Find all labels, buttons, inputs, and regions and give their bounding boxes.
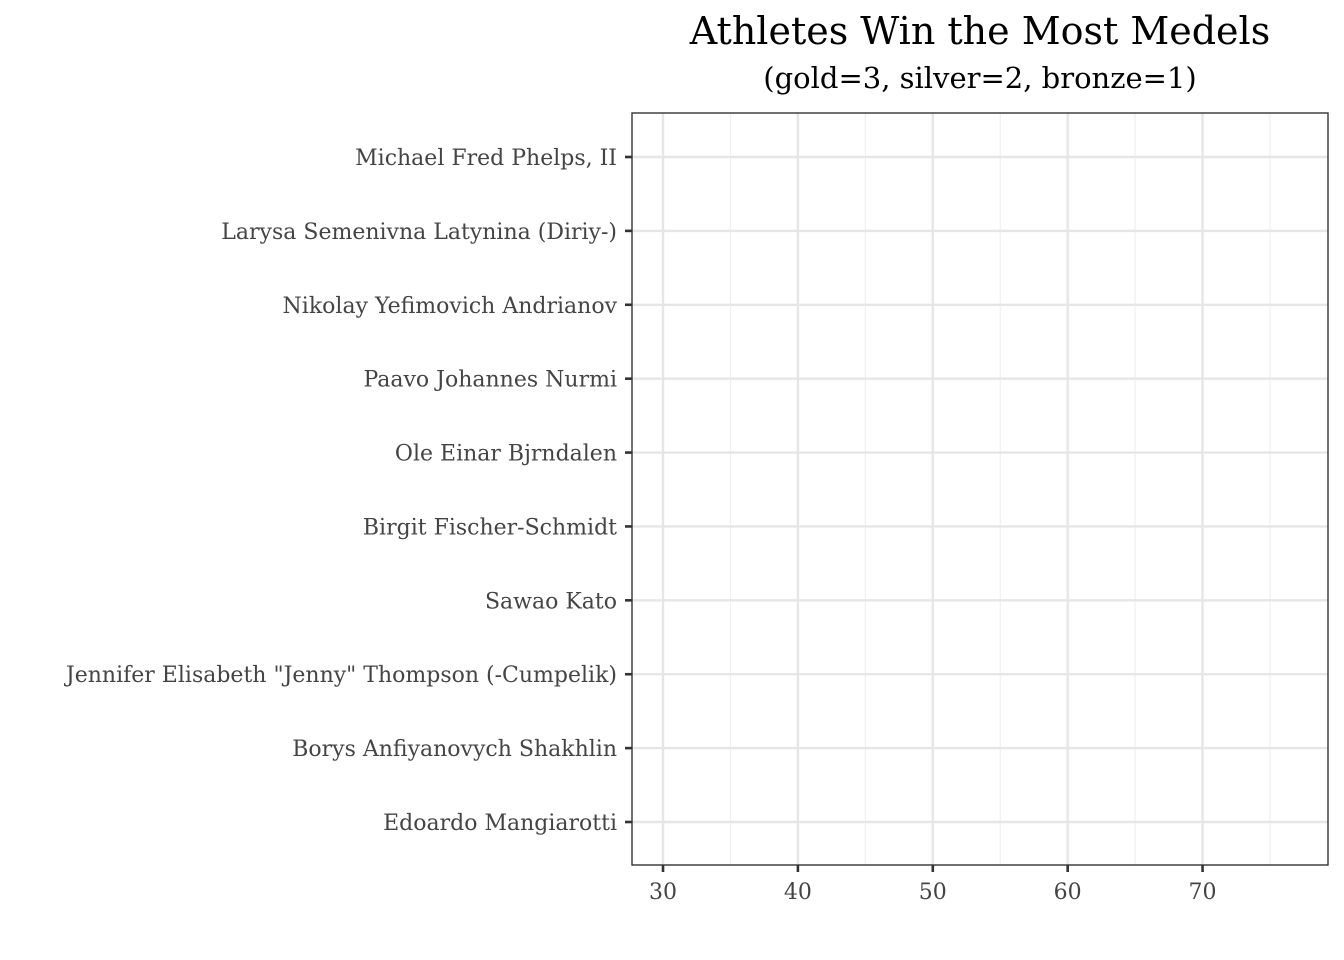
y-tick-label: Borys Anfiyanovych Shakhlin	[292, 737, 617, 762]
y-axis: Michael Fred Phelps, II Larysa Semenivna …	[64, 146, 632, 836]
chart-subtitle: (gold=3, silver=2, bronze=1)	[763, 61, 1196, 95]
x-tick-label: 70	[1189, 880, 1217, 905]
y-tick-label: Sawao Kato	[485, 589, 617, 614]
x-tick-label: 60	[1054, 880, 1082, 905]
y-tick-label: Paavo Johannes Nurmi	[363, 368, 617, 393]
y-tick-label: Michael Fred Phelps, II	[355, 146, 617, 171]
y-tick-label: Nikolay Yefimovich Andrianov	[283, 294, 618, 319]
x-tick-label: 30	[649, 880, 677, 905]
x-axis: 30 40 50 60 70	[649, 865, 1217, 905]
x-tick-label: 50	[919, 880, 947, 905]
y-tick-label: Jennifer Elisabeth "Jenny" Thompson (-Cu…	[64, 663, 617, 688]
y-tick-label: Birgit Fischer-Schmidt	[363, 515, 617, 540]
y-tick-label: Ole Einar Bjrndalen	[395, 442, 617, 467]
y-tick-label: Edoardo Mangiarotti	[383, 811, 617, 836]
grid-layer	[632, 113, 1328, 865]
y-tick-label: Larysa Semenivna Latynina (Diriy-)	[221, 220, 617, 245]
plot-panel	[631, 112, 1329, 866]
chart-title: Athletes Win the Most Medels	[689, 9, 1270, 53]
x-tick-label: 40	[784, 880, 812, 905]
